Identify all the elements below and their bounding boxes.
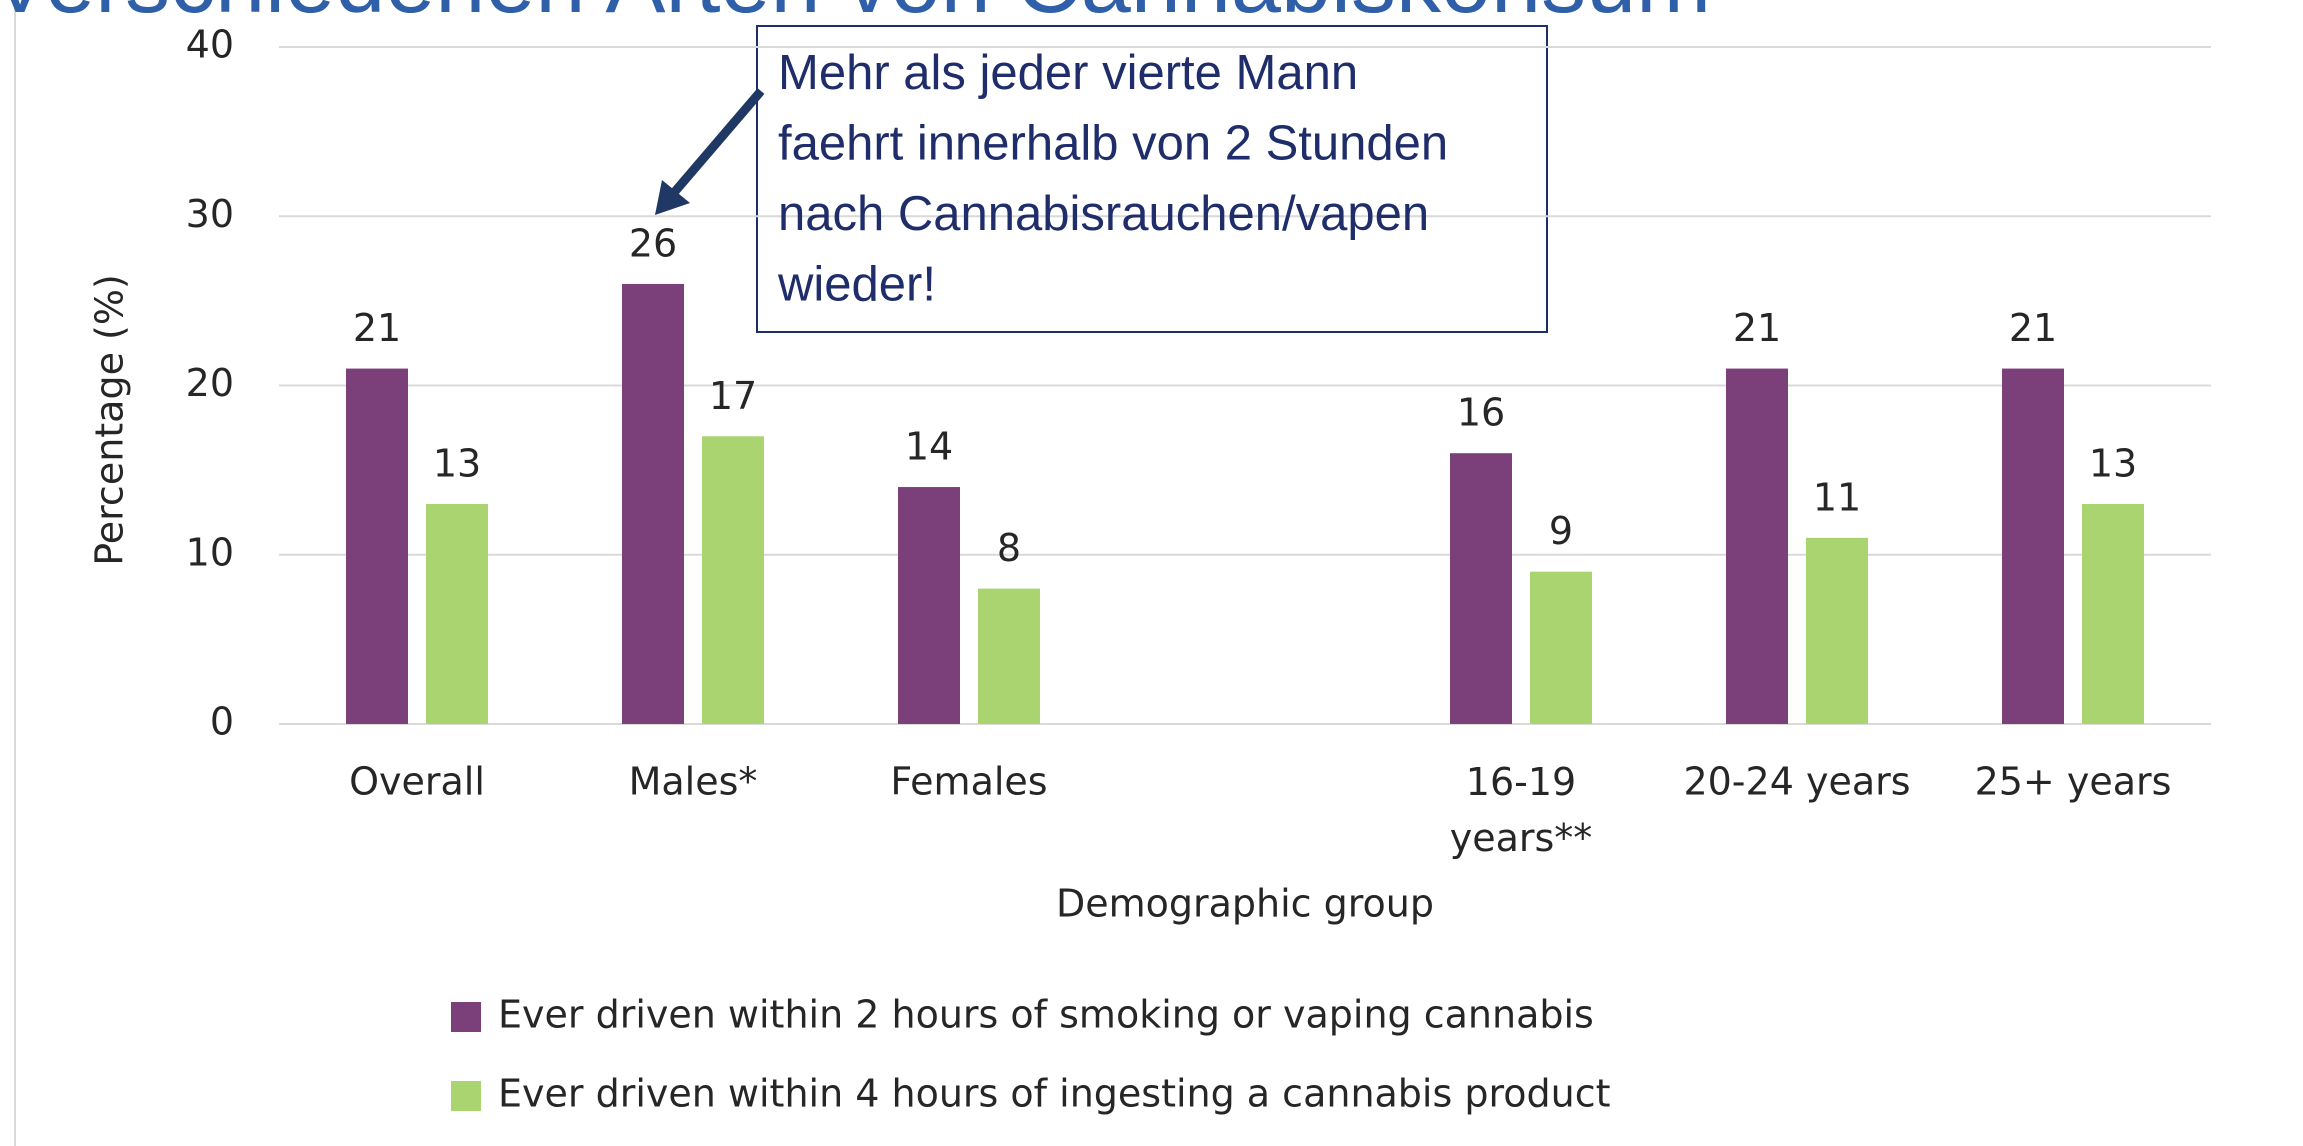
value-label: 9 [1549, 509, 1573, 553]
value-label: 21 [353, 306, 401, 350]
y-axis-title: Percentage (%) [88, 274, 132, 566]
value-label: 11 [1813, 475, 1861, 519]
legend-swatch [451, 1081, 481, 1111]
value-label: 21 [1733, 306, 1781, 350]
annotation-arrow [668, 88, 765, 198]
x-tick-label: 16-19 years** [1450, 760, 1593, 860]
y-tick-label: 40 [186, 23, 234, 67]
annotation-box [756, 25, 1548, 333]
x-tick-label-line: years** [1450, 816, 1593, 860]
bar [702, 436, 764, 724]
value-label: 13 [2089, 441, 2137, 485]
bar [1530, 571, 1592, 724]
x-tick-label: 25+ years [1975, 760, 2172, 804]
y-tick-label: 10 [186, 530, 234, 574]
annotation-text: wieder! [777, 257, 936, 311]
bar [1726, 368, 1788, 724]
bar [1806, 537, 1868, 724]
annotation-arrowhead [655, 180, 690, 215]
value-label: 16 [1457, 391, 1505, 435]
bar [1450, 453, 1512, 724]
legend-swatch [451, 1002, 481, 1032]
bar [2002, 368, 2064, 724]
annotation-text: faehrt innerhalb von 2 Stunden [778, 116, 1448, 170]
value-label: 26 [629, 221, 677, 265]
value-label: 17 [709, 374, 757, 418]
y-tick-label: 0 [210, 700, 234, 744]
x-tick-label-line: 16-19 [1466, 760, 1576, 804]
x-axis-title: Demographic group [1056, 882, 1434, 926]
x-tick-label: Females [890, 760, 1047, 804]
bar [978, 588, 1040, 724]
bar [2082, 503, 2144, 724]
legend-label: Ever driven within 4 hours of ingesting … [498, 1072, 1611, 1116]
y-tick-label: 20 [186, 361, 234, 405]
x-tick-label: Overall [349, 760, 485, 804]
bar [426, 503, 488, 724]
x-tick-label: 20-24 years [1683, 760, 1910, 804]
value-label: 13 [433, 441, 481, 485]
bar [622, 283, 684, 724]
value-label: 14 [905, 425, 953, 469]
bar [346, 368, 408, 724]
y-tick-label: 30 [186, 192, 234, 236]
annotation-text: Mehr als jeder vierte Mann [778, 46, 1358, 100]
value-label: 21 [2009, 306, 2057, 350]
x-tick-label: Males* [629, 760, 758, 804]
bar [898, 487, 960, 724]
value-label: 8 [997, 526, 1021, 570]
annotation-text: nach Cannabisrauchen/vapen [778, 187, 1429, 241]
legend-label: Ever driven within 2 hours of smoking or… [498, 993, 1594, 1037]
